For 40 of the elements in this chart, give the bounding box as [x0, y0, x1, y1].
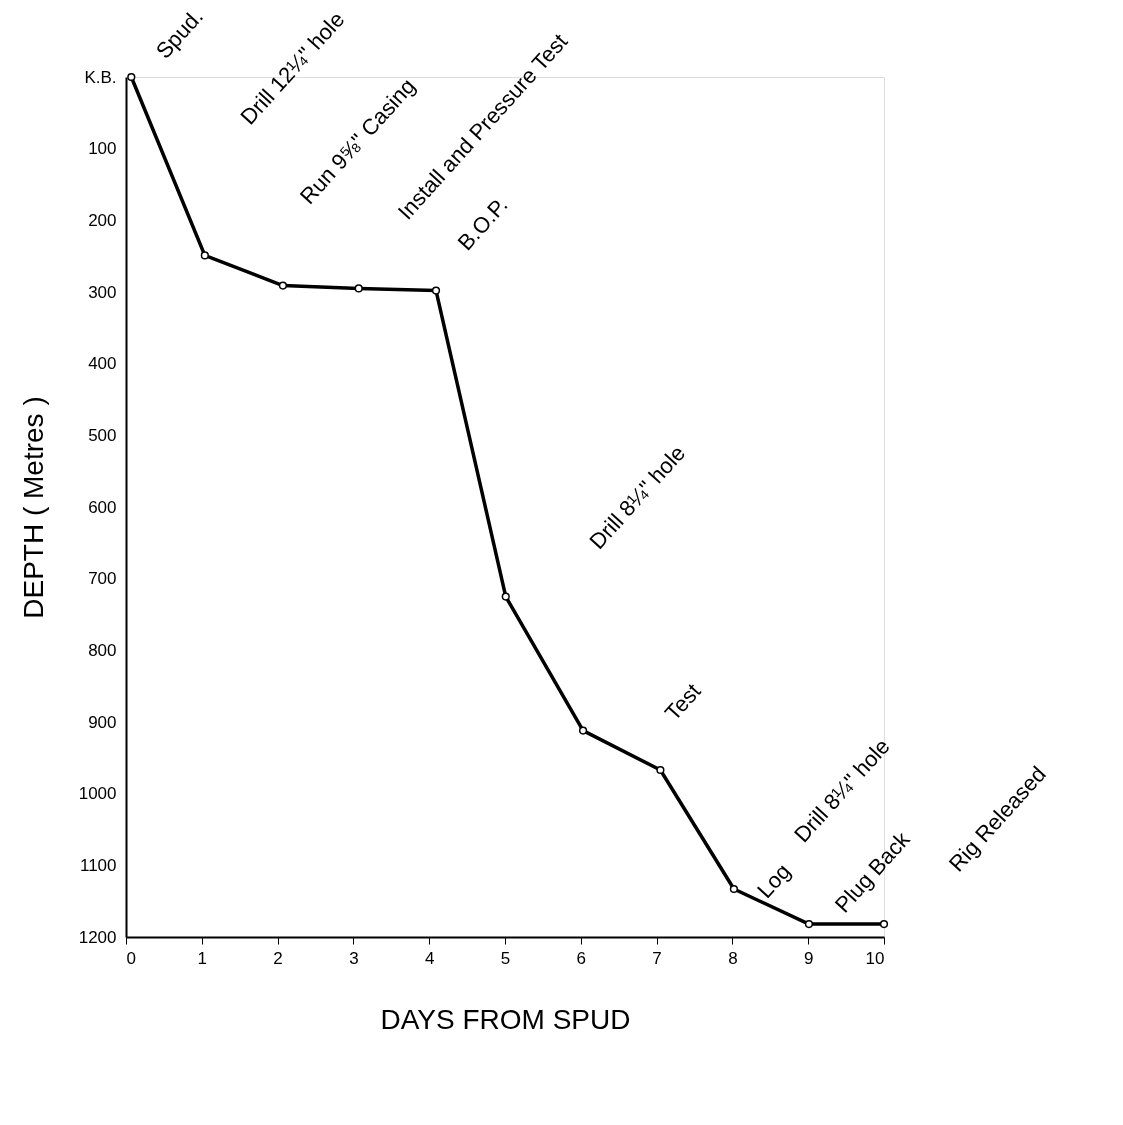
y-tick-label: 800: [88, 640, 117, 660]
x-tick-label: 5: [500, 948, 511, 968]
y-tick-label: 700: [88, 569, 117, 589]
point: [354, 284, 363, 293]
y-tick-label: 500: [88, 425, 117, 445]
x-tick-label: 4: [424, 948, 435, 968]
point: [278, 281, 288, 290]
y-tick-label: 900: [88, 712, 117, 732]
x-tick-label: 7: [652, 948, 662, 968]
point: [200, 251, 209, 260]
x-tick-label: 10: [865, 948, 885, 968]
point: [127, 72, 136, 82]
annotation: Log: [752, 858, 796, 903]
y-tick-label: 100: [88, 139, 117, 159]
annotation: Drill 8¼" hole: [584, 440, 691, 554]
x-tick-label: 8: [728, 948, 738, 968]
x-tick-label: 3: [349, 948, 359, 968]
y-tick-label: 200: [88, 210, 117, 230]
y-tick-label: 600: [88, 497, 117, 517]
point: [804, 920, 814, 929]
point: [729, 884, 739, 894]
y-tick-label: K.B.: [84, 67, 117, 87]
y-tick-label: 300: [88, 282, 117, 302]
y-tick-label: 400: [88, 354, 117, 374]
x-tick-label: 2: [273, 948, 283, 968]
x-axis-title: DAYS FROM SPUD: [380, 1003, 631, 1035]
point: [656, 765, 665, 775]
y-tick-label: 1100: [79, 855, 117, 875]
x-tick-label: 6: [576, 948, 587, 968]
x-tick-label: 9: [803, 948, 814, 968]
point: [578, 726, 588, 735]
x-tick-label: 1: [197, 948, 208, 968]
point: [879, 920, 889, 929]
point: [431, 286, 441, 295]
y-tick-label: 1000: [78, 784, 117, 804]
x-tick-label: 0: [126, 948, 136, 968]
y-tick-label: 1200: [78, 927, 117, 947]
y-axis-title: DEPTH ( Metres ): [17, 396, 49, 619]
point: [501, 592, 510, 601]
annotation: Test: [659, 678, 706, 726]
